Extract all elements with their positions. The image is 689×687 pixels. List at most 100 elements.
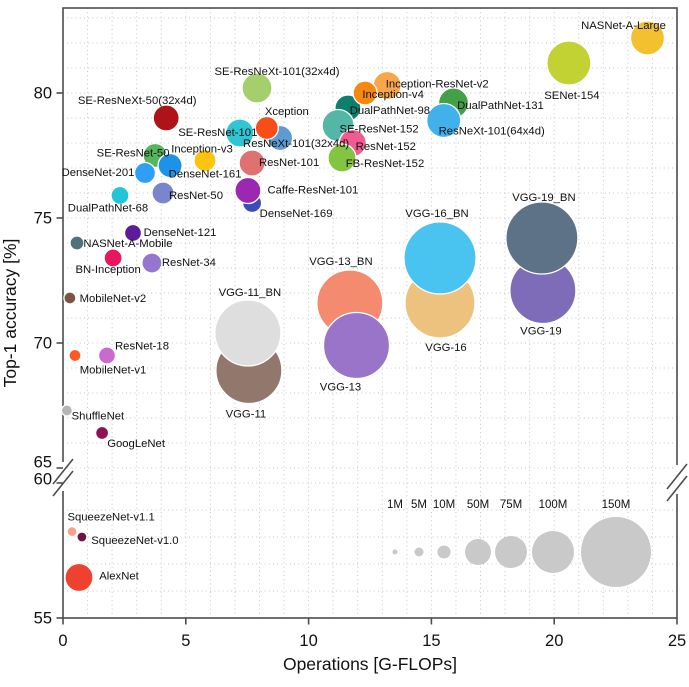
legend-label-5m: 5M: [411, 499, 427, 511]
size-legend: 1M 5M 10M 50M 75M 100M 150M: [387, 499, 651, 587]
bubble-bn-inception: [103, 248, 123, 268]
legend-label-100m: 100M: [539, 499, 568, 511]
bubble-mobilenet-v1: [68, 348, 82, 363]
bubble-densenet-121: [123, 223, 143, 243]
bubble-densenet-201: [133, 161, 157, 185]
bubble-vgg-13: [322, 311, 391, 380]
label-bn-inception: BN-Inception: [75, 264, 140, 276]
y-tick-label-60: 60: [34, 471, 52, 489]
label-vgg-16: VGG-16: [425, 342, 466, 354]
legend-bubble-150m: [581, 517, 651, 587]
label-mobilenet-v1: MobileNet-v1: [80, 365, 147, 377]
bubble-alexnet: [64, 562, 94, 593]
bubble-vgg-19-bn: [505, 201, 579, 275]
label-densenet-201: DenseNet-201: [62, 167, 135, 179]
x-tick-label-15: 15: [422, 632, 440, 650]
label-dualpathnet-98: DualPathNet-98: [350, 105, 430, 117]
label-se-resnet-101: SE-ResNet-101: [178, 127, 257, 139]
bubble-nasnet-a-large: [629, 20, 666, 56]
label-senet-154: SENet-154: [544, 90, 599, 102]
label-resnet-34: ResNet-34: [162, 257, 216, 269]
bubble-inception-v4: [352, 80, 378, 106]
legend-label-50m: 50M: [467, 499, 489, 511]
legend-bubble-50m: [465, 539, 491, 565]
legend-label-1m: 1M: [387, 499, 403, 511]
plot-border: [62, 7, 678, 619]
bubble-xception: [254, 115, 279, 141]
x-tick-label-0: 0: [58, 632, 67, 650]
y-tick-label-65: 65: [34, 454, 52, 472]
label-inception-resnet-v2: Inception-ResNet-v2: [386, 79, 489, 91]
bubble-resnet-101: [238, 149, 266, 177]
label-alexnet: AlexNet: [99, 571, 139, 583]
bubble-se-resnext-101-32x4d: [241, 72, 273, 104]
bubble-googlenet: [94, 425, 110, 441]
label-se-resnext-101-32x4d: SE-ResNeXt-101(32x4d): [215, 66, 340, 78]
label-dualpathnet-131: DualPathNet-131: [457, 100, 544, 112]
label-inception-v4: Inception-v4: [362, 89, 424, 101]
bubble-vgg-11-bn: [214, 299, 282, 367]
label-resnet-50: ResNet-50: [169, 190, 223, 202]
bubble-nasnet-a-mobile: [69, 235, 85, 251]
label-googlenet: GoogLeNet: [107, 438, 166, 450]
y-tick-label-55: 55: [34, 610, 52, 628]
label-vgg-16-bn: VGG-16_BN: [405, 208, 468, 220]
label-resnet-152: ResNet-152: [356, 141, 416, 153]
label-inception-v3: Inception-v3: [171, 144, 233, 156]
legend-label-10m: 10M: [433, 499, 455, 511]
legend-bubble-1m: [392, 549, 398, 555]
bubble-squeezenet-v1-0: [76, 531, 88, 543]
bubble-se-resnet-101: [225, 118, 255, 148]
bubble-shufflenet: [60, 404, 74, 417]
label-vgg-19: VGG-19: [520, 326, 561, 338]
label-resnet-18: ResNet-18: [115, 341, 169, 353]
bubble-dualpathnet-68: [110, 185, 130, 206]
legend-bubble-100m: [532, 531, 574, 573]
y-tick-label-75: 75: [34, 210, 52, 228]
bubble-resnext-101-64x4d: [426, 102, 462, 139]
bubble-vgg-16-bn: [403, 221, 477, 295]
x-tick-label-5: 5: [181, 632, 190, 650]
legend-label-150m: 150M: [602, 499, 631, 511]
point-labels: VGG-11 VGG-11_BN VGG-13_BN VGG-13 VGG-16 VGG-…: [62, 20, 666, 583]
label-resnet-101: ResNet-101: [259, 157, 319, 169]
legend-bubble-5m: [414, 547, 424, 557]
label-nasnet-a-mobile: NASNet-A-Mobile: [83, 238, 172, 250]
label-shufflenet: ShuffleNet: [72, 411, 125, 423]
bubble-se-resnext-50-32x4d: [152, 104, 180, 132]
bubble-resnet-50: [151, 181, 175, 205]
x-tick-label-25: 25: [668, 632, 686, 650]
label-dualpathnet-68: DualPathNet-68: [68, 203, 148, 215]
label-densenet-161: DenseNet-161: [169, 169, 242, 181]
y-tick-label-80: 80: [34, 85, 52, 103]
label-se-resnet-50: SE-ResNet-50: [97, 148, 170, 160]
y-axis-title: Top-1 accuracy [%]: [0, 239, 20, 388]
break-slash: [666, 463, 688, 490]
label-densenet-169: DenseNet-169: [260, 208, 333, 220]
label-vgg-13-bn: VGG-13_BN: [309, 256, 372, 268]
axis-break: [52, 458, 688, 502]
break-slash: [52, 458, 74, 485]
y-tick-label-70: 70: [34, 335, 52, 353]
break-slash: [666, 475, 688, 502]
legend-bubble-75m: [495, 536, 527, 568]
label-resnext-101-32x4d: ResNeXt-101(32x4d): [243, 138, 349, 150]
axes: 0 5 10 15 20 25 65 70 75 80 55 60 Operations [G-FLOP…: [0, 85, 686, 675]
label-se-resnet-152: SE-ResNet-152: [340, 124, 419, 136]
label-fb-resnet-152: FB-ResNet-152: [346, 158, 424, 170]
bubble-caffe-resnet-101: [234, 176, 262, 205]
bubble-inception-v3: [193, 148, 217, 173]
label-squeezenet-v1-0: SqueezeNet-v1.0: [91, 535, 178, 547]
x-tick-label-20: 20: [545, 632, 563, 650]
label-vgg-13: VGG-13: [320, 382, 361, 394]
label-squeezenet-v1-1: SqueezeNet-v1.1: [67, 512, 154, 524]
bubble-densenet-161: [157, 152, 183, 179]
legend-label-75m: 75M: [500, 499, 522, 511]
label-vgg-19-bn: VGG-19_BN: [512, 192, 575, 204]
label-densenet-121: DenseNet-121: [144, 227, 217, 239]
bubble-resnet-34: [141, 252, 163, 274]
bubble-mobilenet-v2: [63, 291, 77, 305]
label-vgg-11: VGG-11: [226, 409, 267, 421]
